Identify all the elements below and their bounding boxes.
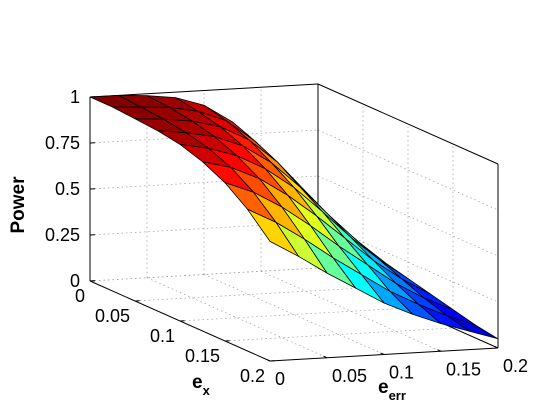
surface-cell	[247, 208, 299, 257]
grid-line-x-floor	[179, 307, 409, 322]
grid-line-z-back-right	[317, 129, 499, 211]
y-tick-label: 0.2	[503, 356, 528, 376]
grid-line-x-floor	[224, 327, 454, 342]
y-tick-label: 0.05	[332, 366, 367, 386]
z-tick-label: 1	[70, 87, 80, 107]
y-tick-mark	[380, 352, 385, 355]
z-tick-label: 0.25	[45, 225, 80, 245]
x-tick-label: 0.15	[185, 346, 220, 366]
x-tick-label: 0	[75, 286, 85, 306]
axis-edge-top-left	[89, 83, 319, 98]
x-tick-label: 0.05	[95, 306, 130, 326]
x-axis-label: ex	[192, 372, 211, 398]
grid-line-z-back-right	[317, 175, 499, 257]
y-tick-label: 0	[275, 369, 285, 389]
x-tick-label: 0.2	[240, 366, 265, 386]
z-axis-label: Power	[8, 176, 29, 234]
grid-line-y-floor	[146, 277, 328, 359]
y-tick-mark	[437, 349, 442, 352]
y-axis-label: eerr	[378, 377, 406, 403]
grid-line-y-floor	[203, 274, 385, 355]
x-tick-label: 0.1	[150, 326, 175, 346]
y-axis-label-subscript: err	[389, 388, 406, 403]
y-tick-mark	[494, 345, 499, 349]
grid-line-z-back-left	[89, 129, 319, 144]
x-axis-label-main: e	[192, 372, 203, 393]
axis-edge-top-right	[317, 83, 499, 165]
z-tick-label: 0	[70, 271, 80, 291]
y-tick-mark	[266, 358, 271, 362]
y-tick-label: 0.15	[446, 359, 481, 379]
y-tick-label: 0.1	[389, 363, 414, 383]
y-axis-label-main: e	[378, 377, 389, 398]
grid-line-x-floor	[134, 287, 364, 302]
y-tick-mark	[323, 355, 328, 359]
surface	[89, 95, 499, 340]
grid-line-x-floor	[89, 267, 319, 282]
z-tick-label: 0.5	[55, 179, 80, 199]
z-tick-label: 0.75	[45, 133, 80, 153]
grid-line-y-floor	[260, 270, 442, 352]
tick-labels: 0 0.25 0.5 0.75 1 0 0.05 0.1 0.15 0.2 0 0.05 0.1 0.15…	[45, 87, 528, 389]
x-axis-label-subscript: x	[203, 383, 211, 398]
